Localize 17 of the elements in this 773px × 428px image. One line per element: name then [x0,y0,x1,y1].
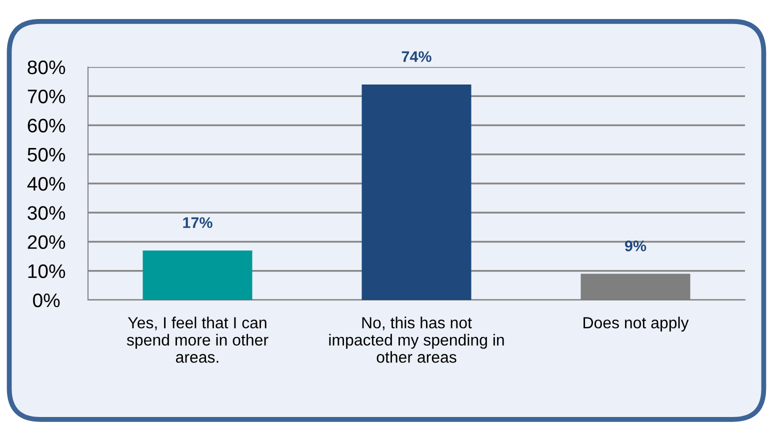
bar [362,84,472,300]
data-label: 17% [183,217,212,228]
bar [142,250,252,300]
x-tick-label: Yes, I feel that I can spend more in other areas. [126,316,268,363]
y-tick-label: 70% [28,90,66,104]
y-tick-label: 30% [28,206,66,220]
x-tick-label: Does not apply [584,316,689,332]
data-label: 9% [624,240,646,252]
x-tick-label: No, this has not impacted my spending in other areas [329,316,504,363]
y-tick-label: 80% [28,60,66,74]
data-label: 74% [402,51,432,62]
y-tick-label: 10% [28,264,66,278]
y-tick-label: 60% [28,118,66,132]
y-tick-label: 40% [27,176,66,191]
y-tick-label: 50% [28,148,66,162]
y-tick-label: 0% [33,293,60,308]
y-tick-label: 20% [28,235,66,249]
